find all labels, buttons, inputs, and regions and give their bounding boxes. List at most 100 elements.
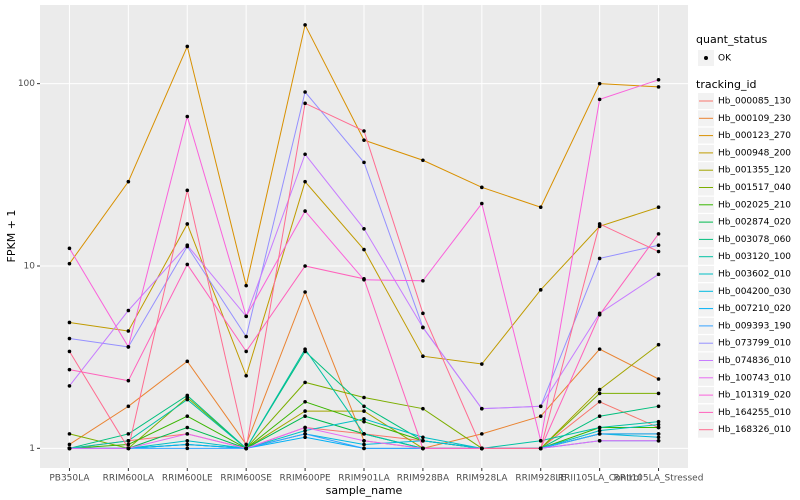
data-point bbox=[656, 77, 661, 82]
data-point bbox=[538, 288, 543, 292]
data-point bbox=[597, 97, 602, 102]
x-tick-label: RRIM600SE bbox=[220, 474, 272, 484]
data-point bbox=[126, 378, 131, 383]
data-point bbox=[362, 247, 366, 252]
data-point bbox=[67, 261, 72, 266]
legend-label: Hb_002874_020 bbox=[718, 218, 791, 228]
x-tick-label: PB350LA bbox=[49, 474, 90, 484]
legend-label: Hb_001517_040 bbox=[718, 183, 791, 193]
data-point bbox=[538, 438, 543, 443]
data-point bbox=[656, 419, 661, 424]
data-point bbox=[480, 406, 484, 411]
legend-label: Hb_007210_020 bbox=[718, 304, 791, 314]
data-point bbox=[362, 404, 366, 409]
data-point bbox=[303, 152, 307, 157]
data-point bbox=[362, 409, 366, 413]
data-point bbox=[244, 334, 248, 339]
legend-label: Hb_004200_030 bbox=[718, 287, 791, 297]
data-point bbox=[656, 391, 661, 396]
legend-label: Hb_002025_210 bbox=[718, 200, 791, 210]
legend-label: Hb_101319_020 bbox=[718, 391, 791, 401]
legend-label: Hb_000123_270 bbox=[718, 131, 791, 141]
data-point bbox=[538, 446, 543, 451]
data-point bbox=[421, 438, 425, 443]
data-point bbox=[303, 209, 307, 213]
data-point bbox=[656, 435, 661, 440]
data-point bbox=[362, 417, 366, 421]
data-point bbox=[67, 320, 72, 325]
data-point bbox=[244, 283, 248, 288]
legend-label: Hb_168326_010 bbox=[718, 425, 791, 435]
data-point bbox=[656, 85, 661, 89]
legend-label: Hb_000085_130 bbox=[718, 97, 791, 107]
legend-label: Hb_000109_230 bbox=[718, 114, 791, 124]
legend-label: Hb_000948_200 bbox=[718, 148, 791, 158]
x-tick-label: RRIM600PE bbox=[279, 474, 331, 484]
data-point bbox=[126, 442, 131, 447]
data-point bbox=[244, 373, 248, 378]
data-point bbox=[421, 325, 425, 330]
data-point bbox=[244, 446, 248, 451]
data-point bbox=[597, 81, 602, 86]
data-point bbox=[480, 432, 484, 436]
data-point bbox=[126, 438, 131, 443]
data-point bbox=[421, 354, 425, 359]
legend-label: Hb_003078_060 bbox=[718, 235, 791, 245]
data-point bbox=[303, 409, 307, 413]
legend-label: Hb_100743_010 bbox=[718, 373, 791, 383]
data-point bbox=[597, 347, 602, 351]
data-point bbox=[597, 414, 602, 419]
legend-label: Hb_074836_010 bbox=[718, 356, 791, 366]
x-tick-label: RRIM600LA bbox=[103, 474, 155, 484]
data-point bbox=[538, 414, 543, 419]
y-tick-label: 100 bbox=[18, 79, 35, 89]
data-point bbox=[126, 179, 131, 184]
data-point bbox=[185, 442, 190, 447]
data-point bbox=[303, 432, 307, 436]
data-point bbox=[538, 404, 543, 409]
data-point bbox=[656, 377, 661, 381]
data-point bbox=[421, 446, 425, 451]
data-point bbox=[67, 349, 72, 354]
data-point bbox=[656, 272, 661, 277]
data-point bbox=[303, 101, 307, 106]
x-tick-label: RRIM901LA bbox=[338, 474, 390, 484]
data-point bbox=[67, 367, 72, 372]
data-point bbox=[656, 422, 661, 427]
data-point bbox=[480, 185, 484, 190]
data-point bbox=[244, 442, 248, 447]
data-point bbox=[421, 406, 425, 411]
x-tick-label: RRIM928LA bbox=[456, 474, 508, 484]
data-point bbox=[421, 158, 425, 163]
data-point bbox=[303, 264, 307, 268]
data-point bbox=[67, 246, 72, 251]
data-point bbox=[362, 419, 366, 424]
data-point bbox=[303, 290, 307, 294]
x-tick-label: RRII105LA_Stressed bbox=[614, 474, 704, 484]
x-axis-title: sample_name bbox=[326, 484, 403, 497]
data-point bbox=[67, 446, 72, 451]
legend-label: Hb_001355_120 bbox=[718, 166, 791, 176]
data-point bbox=[597, 391, 602, 396]
legend-label: Hb_073799_010 bbox=[718, 339, 791, 349]
data-point bbox=[362, 160, 366, 165]
data-point bbox=[656, 438, 661, 443]
data-point bbox=[362, 446, 366, 451]
data-point bbox=[597, 399, 602, 404]
data-point bbox=[67, 432, 72, 436]
data-point bbox=[67, 384, 72, 388]
data-point bbox=[597, 438, 602, 443]
data-point bbox=[362, 442, 366, 447]
legend-label: Hb_003120_100 bbox=[718, 252, 791, 262]
data-point bbox=[244, 349, 248, 354]
data-point bbox=[656, 425, 661, 430]
data-point bbox=[185, 425, 190, 430]
legend-label: Hb_003602_010 bbox=[718, 270, 791, 280]
data-point bbox=[597, 222, 602, 226]
data-point bbox=[656, 232, 661, 236]
data-point bbox=[185, 432, 190, 436]
data-point bbox=[185, 44, 190, 49]
data-point bbox=[303, 414, 307, 419]
data-point bbox=[538, 205, 543, 210]
data-point bbox=[303, 179, 307, 184]
